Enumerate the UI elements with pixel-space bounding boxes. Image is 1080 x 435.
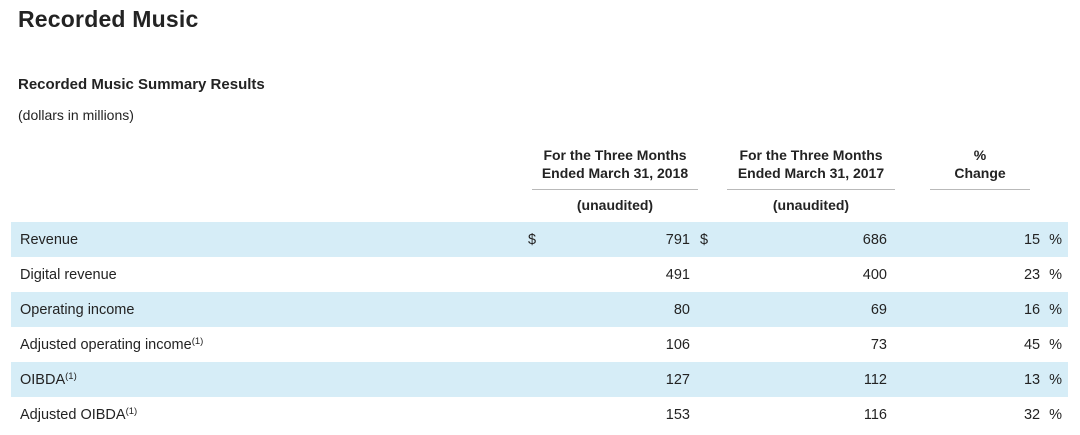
table-row: Adjusted OIBDA(1) 153 116 32% xyxy=(11,397,1068,432)
unaudited-note-2018: (unaudited) xyxy=(576,197,654,213)
column-header-2018-line2: Ended March 31, 2018 xyxy=(541,165,689,181)
value-2017: 69 xyxy=(870,301,887,318)
percent-sign: % xyxy=(1049,301,1062,318)
row-label: Operating income xyxy=(20,301,135,318)
unaudited-note-2017: (unaudited) xyxy=(772,197,850,213)
header-rule-pct xyxy=(930,189,1030,190)
column-header-2017-line1: For the Three Months xyxy=(739,147,883,163)
column-header-2017-line2: Ended March 31, 2017 xyxy=(737,165,885,181)
currency-symbol-2017: $ xyxy=(700,231,709,248)
table-row: Operating income 80 69 16% xyxy=(11,292,1068,327)
value-2017: 116 xyxy=(863,406,887,423)
pct-change-value: 13 xyxy=(1023,371,1041,388)
pct-change-value: 16 xyxy=(1023,301,1041,318)
column-header-pct-line2: Change xyxy=(954,165,1006,181)
page-title: Recorded Music xyxy=(18,6,199,32)
value-2018: 153 xyxy=(665,406,690,423)
pct-change-value: 45 xyxy=(1023,336,1041,353)
column-header-2017: For the Three Months Ended March 31, 201… xyxy=(727,146,895,182)
value-2017: 686 xyxy=(862,231,887,248)
percent-sign: % xyxy=(1049,266,1062,283)
column-header-2018-line1: For the Three Months xyxy=(543,147,687,163)
row-label: Revenue xyxy=(20,231,79,248)
table-row: Revenue $791 $686 15% xyxy=(11,222,1068,257)
table-row: Adjusted operating income(1) 106 73 45% xyxy=(11,327,1068,362)
table-row: OIBDA(1) 127 112 13% xyxy=(11,362,1068,397)
value-2018: 491 xyxy=(665,266,690,283)
row-label: Adjusted operating income xyxy=(20,336,192,353)
table-row: Digital revenue 491 400 23% xyxy=(11,257,1068,292)
units-note: (dollars in millions) xyxy=(18,107,134,123)
value-2018: 127 xyxy=(665,371,690,388)
footnote-marker: (1) xyxy=(125,405,138,417)
percent-sign: % xyxy=(1049,231,1062,248)
percent-sign: % xyxy=(1049,336,1062,353)
column-header-2018: For the Three Months Ended March 31, 201… xyxy=(532,146,698,182)
header-rule-2017 xyxy=(727,189,895,190)
row-label: Adjusted OIBDA xyxy=(20,406,126,423)
value-2018: 791 xyxy=(665,231,690,248)
pct-change-value: 23 xyxy=(1023,266,1041,283)
row-label: Digital revenue xyxy=(20,266,117,283)
value-2018: 106 xyxy=(665,336,690,353)
column-header-pct-change: % Change xyxy=(930,146,1030,182)
percent-sign: % xyxy=(1049,406,1062,423)
value-2017: 400 xyxy=(862,266,887,283)
percent-sign: % xyxy=(1049,371,1062,388)
pct-change-value: 32 xyxy=(1023,406,1041,423)
value-2017: 112 xyxy=(863,371,887,388)
header-rule-2018 xyxy=(532,189,698,190)
currency-symbol-2018: $ xyxy=(528,231,537,248)
column-header-pct-line1: % xyxy=(973,147,987,163)
value-2017: 73 xyxy=(870,336,887,353)
footnote-marker: (1) xyxy=(191,335,204,347)
row-label: OIBDA xyxy=(20,371,66,388)
value-2018: 80 xyxy=(673,301,690,318)
summary-results-table: Revenue $791 $686 15% Digital revenue 49… xyxy=(11,222,1068,432)
pct-change-value: 15 xyxy=(1023,231,1041,248)
section-title: Recorded Music Summary Results xyxy=(18,76,265,93)
footnote-marker: (1) xyxy=(65,370,77,382)
